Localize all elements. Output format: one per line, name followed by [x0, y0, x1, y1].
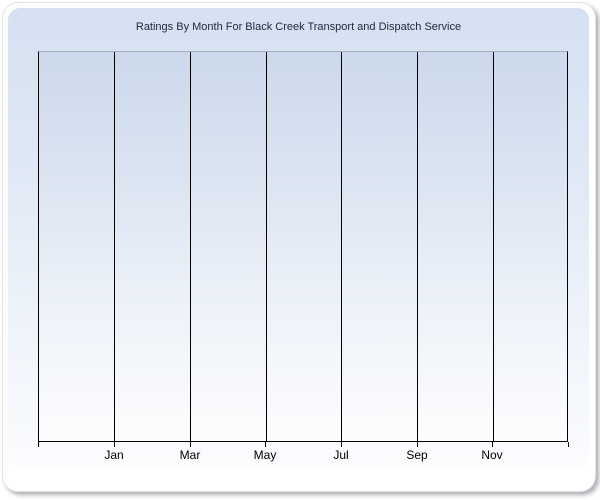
chart-title: Ratings By Month For Black Creek Transpo… [135, 21, 462, 33]
plot-area [38, 51, 568, 442]
x-axis-tick [190, 442, 191, 447]
x-axis-label: Jan [104, 448, 124, 462]
x-axis-label: Nov [481, 448, 503, 462]
x-axis-labels: Jan Mar May Jul Sep Nov [38, 448, 569, 464]
x-axis-tick [568, 442, 569, 447]
x-axis-tick [38, 442, 39, 447]
x-axis-label: May [253, 448, 277, 462]
vertical-gridline [493, 52, 494, 441]
x-axis-tick [417, 442, 418, 447]
x-axis-tick [114, 442, 115, 447]
vertical-gridline [417, 52, 418, 441]
x-axis-ticks [38, 442, 569, 447]
x-axis-tick [265, 442, 266, 447]
vertical-gridline [114, 52, 115, 441]
vertical-gridline [266, 52, 267, 441]
x-axis-label: Mar [179, 448, 201, 462]
vertical-gridline [341, 52, 342, 441]
x-axis-label: Sep [406, 448, 428, 462]
chart-background: Ratings By Month For Black Creek Transpo… [8, 8, 589, 468]
x-axis-label: Jul [333, 448, 349, 462]
vertical-gridline [190, 52, 191, 441]
x-axis-tick [341, 442, 342, 447]
x-axis-tick [492, 442, 493, 447]
